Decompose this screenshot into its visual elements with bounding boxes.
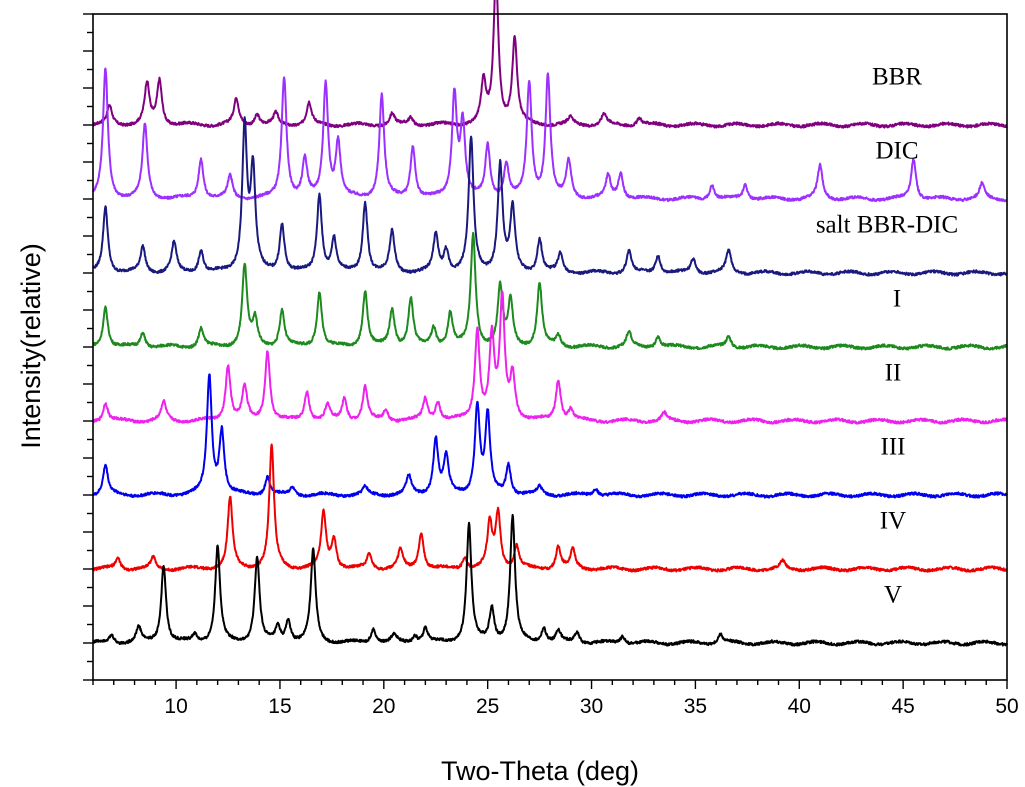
axes: 10 15 20 25 30 35 40 45 50 xyxy=(83,13,1019,718)
trace-group xyxy=(92,0,1008,647)
trace-dic xyxy=(92,67,1008,203)
series-label: V xyxy=(884,581,902,608)
trace-salt-bbr-dic xyxy=(92,116,1008,277)
x-tick-label: 35 xyxy=(684,695,707,718)
trace-ii xyxy=(92,290,1008,425)
trace-v xyxy=(92,513,1008,647)
series-label: IV xyxy=(880,507,906,534)
x-tick-label: 20 xyxy=(372,695,395,718)
trace-iv xyxy=(92,443,1008,573)
trace-i xyxy=(92,231,1008,351)
x-tick-label: 50 xyxy=(995,695,1018,718)
series-label: II xyxy=(885,359,902,386)
series-label: BBR xyxy=(872,63,922,90)
series-label: III xyxy=(881,433,906,460)
x-tick-label: 10 xyxy=(164,695,187,718)
series-label: I xyxy=(893,285,901,312)
series-label: salt BBR-DIC xyxy=(816,211,958,238)
trace-iii xyxy=(92,373,1008,499)
x-tick-label: 30 xyxy=(580,695,603,718)
x-tick-label: 40 xyxy=(788,695,811,718)
x-tick-label: 15 xyxy=(268,695,291,718)
series-label: DIC xyxy=(875,137,918,164)
y-axis-title: Intensity(relative) xyxy=(16,243,46,449)
x-tick-label: 45 xyxy=(891,695,914,718)
x-axis-title: Two-Theta (deg) xyxy=(441,756,639,786)
x-tick-label: 25 xyxy=(476,695,499,718)
